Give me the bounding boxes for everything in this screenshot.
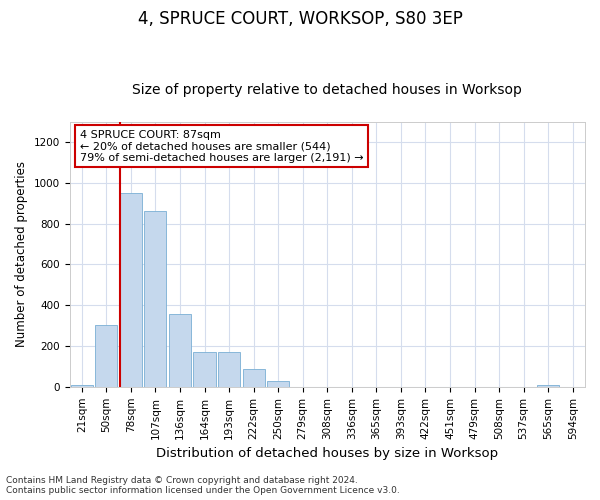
- Bar: [242, 370, 265, 387]
- Text: 4, SPRUCE COURT, WORKSOP, S80 3EP: 4, SPRUCE COURT, WORKSOP, S80 3EP: [137, 10, 463, 28]
- X-axis label: Distribution of detached houses by size in Worksop: Distribution of detached houses by size …: [156, 447, 499, 460]
- Bar: [95, 324, 118, 387]
- Y-axis label: Number of detached properties: Number of detached properties: [15, 162, 28, 348]
- Title: Size of property relative to detached houses in Worksop: Size of property relative to detached ho…: [133, 83, 522, 97]
- Text: 4 SPRUCE COURT: 87sqm
← 20% of detached houses are smaller (544)
79% of semi-det: 4 SPRUCE COURT: 87sqm ← 20% of detached …: [80, 130, 364, 163]
- Bar: [120, 193, 142, 387]
- Bar: [193, 352, 215, 387]
- Bar: [71, 385, 93, 387]
- Bar: [537, 385, 559, 387]
- Bar: [169, 314, 191, 387]
- Bar: [145, 212, 166, 387]
- Bar: [267, 380, 289, 387]
- Bar: [218, 352, 240, 387]
- Text: Contains HM Land Registry data © Crown copyright and database right 2024.
Contai: Contains HM Land Registry data © Crown c…: [6, 476, 400, 495]
